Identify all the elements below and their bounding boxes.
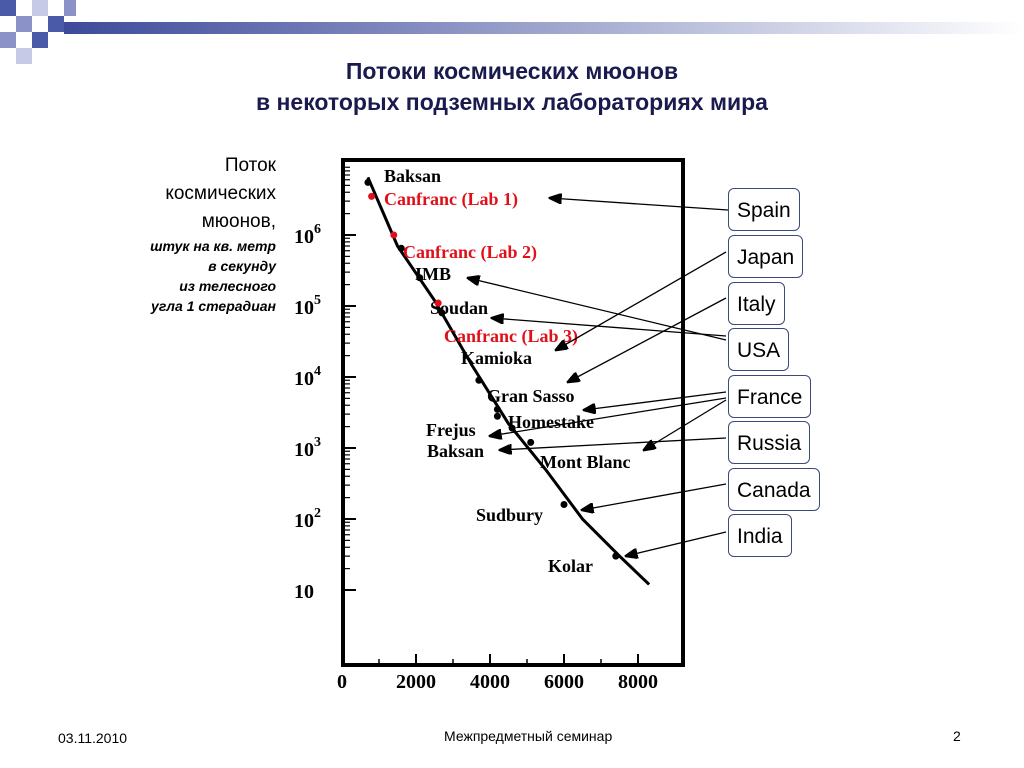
y-tick-label: 103: [294, 435, 321, 461]
lab-point: [527, 438, 535, 446]
country-arrow: [584, 391, 727, 410]
lab-label: Canfranc (Lab 2): [403, 242, 537, 263]
lab-point: [368, 192, 376, 200]
lab-point: [416, 274, 424, 282]
country-russia: Russia: [728, 421, 811, 464]
country-usa: USA: [728, 328, 790, 371]
country-arrow: [550, 198, 729, 211]
ylabel-sub-2: в секунду: [208, 258, 276, 274]
country-arrow: [500, 437, 727, 450]
ylabel-line-3: мюонов,: [201, 211, 276, 232]
x-axis: 0 2000 4000 6000 8000: [337, 654, 658, 693]
ylabel-sub-3: из телесного: [179, 278, 276, 294]
lab-point: [438, 309, 446, 317]
country-canada: Canada: [728, 468, 820, 511]
x-tick-label: 0: [337, 671, 347, 693]
x-tick-label: 2000: [396, 671, 436, 693]
slide-title: Потоки космических мюонов в некоторых по…: [0, 56, 1024, 118]
country-japan: Japan: [728, 235, 804, 278]
x-tick-label: 8000: [618, 671, 658, 693]
plot-area: 0 2000 4000 6000 8000 10 102 103 104 105 106 Baks…: [294, 158, 685, 693]
lab-label: Sudbury: [476, 505, 543, 525]
lab-point: [560, 501, 568, 509]
lab-point: [390, 231, 398, 239]
title-line-2: в некоторых подземных лабораториях мира: [256, 89, 768, 115]
y-tick-label: 106: [294, 222, 321, 248]
footer-date: 03.11.2010: [58, 730, 128, 746]
country-arrow: [468, 278, 727, 341]
x-tick-label: 4000: [470, 671, 510, 693]
page-number: 2: [953, 728, 961, 744]
lab-points: Baksan Canfranc (Lab 1) Canfranc (Lab 2)IM…: [364, 166, 631, 576]
lab-point: [475, 376, 483, 384]
lab-point: [364, 178, 372, 186]
y-tick-label: 102: [294, 506, 321, 532]
country-italy: Italy: [728, 282, 785, 325]
title-line-1: Потоки космических мюонов: [345, 58, 679, 84]
lab-point: [397, 244, 405, 252]
country-india: India: [728, 514, 792, 557]
country-arrows: [468, 198, 729, 556]
lab-point: [493, 405, 501, 413]
lab-point: [612, 552, 620, 560]
lab-label: Frejus: [426, 420, 476, 440]
y-axis: 10 102 103 104 105 106: [294, 166, 356, 603]
lab-label: Kamioka: [461, 348, 532, 368]
lab-label: Canfranc (Lab 1): [384, 189, 518, 210]
country-arrow: [626, 531, 727, 556]
plot-frame: [341, 158, 685, 667]
country-arrow: [568, 297, 727, 382]
country-arrow: [490, 397, 727, 436]
ylabel-sub-4: угла 1 стерадиан: [151, 298, 276, 314]
lab-label: IMB: [415, 264, 451, 284]
ylabel-line-1: Поток: [224, 155, 276, 176]
footer-title: Межпредметный семинар: [444, 728, 613, 744]
lab-point: [508, 424, 516, 432]
ylabel-sub-1: штук на кв. метр: [150, 238, 276, 254]
y-tick-label: 105: [294, 293, 321, 319]
ylabel-line-2: космических: [165, 183, 276, 204]
lab-label: Homestake: [508, 412, 594, 432]
country-arrow: [644, 399, 727, 450]
y-tick-label: 10: [294, 581, 314, 603]
corner-decoration: [0, 0, 76, 64]
lab-point: [493, 412, 501, 420]
country-arrow: [492, 318, 727, 337]
lab-label: Baksan: [384, 166, 441, 186]
country-arrow: [582, 483, 727, 510]
lab-label: Gran Sasso: [487, 386, 575, 406]
country-arrow: [556, 251, 727, 350]
y-axis-label: Поток космических мюонов, штук на кв. ме…: [150, 152, 276, 316]
header-bar: [64, 22, 1024, 34]
lab-label: Mont Blanc: [540, 452, 631, 472]
lab-label: Kolar: [548, 556, 593, 576]
lab-label: Baksan: [427, 441, 484, 461]
country-spain: Spain: [728, 188, 800, 231]
flux-curve: [366, 176, 651, 586]
country-france: France: [728, 375, 812, 418]
lab-point: [434, 299, 442, 307]
x-tick-label: 6000: [544, 671, 584, 693]
lab-label: Canfranc (Lab 3): [444, 326, 578, 347]
y-tick-label: 104: [294, 364, 321, 390]
